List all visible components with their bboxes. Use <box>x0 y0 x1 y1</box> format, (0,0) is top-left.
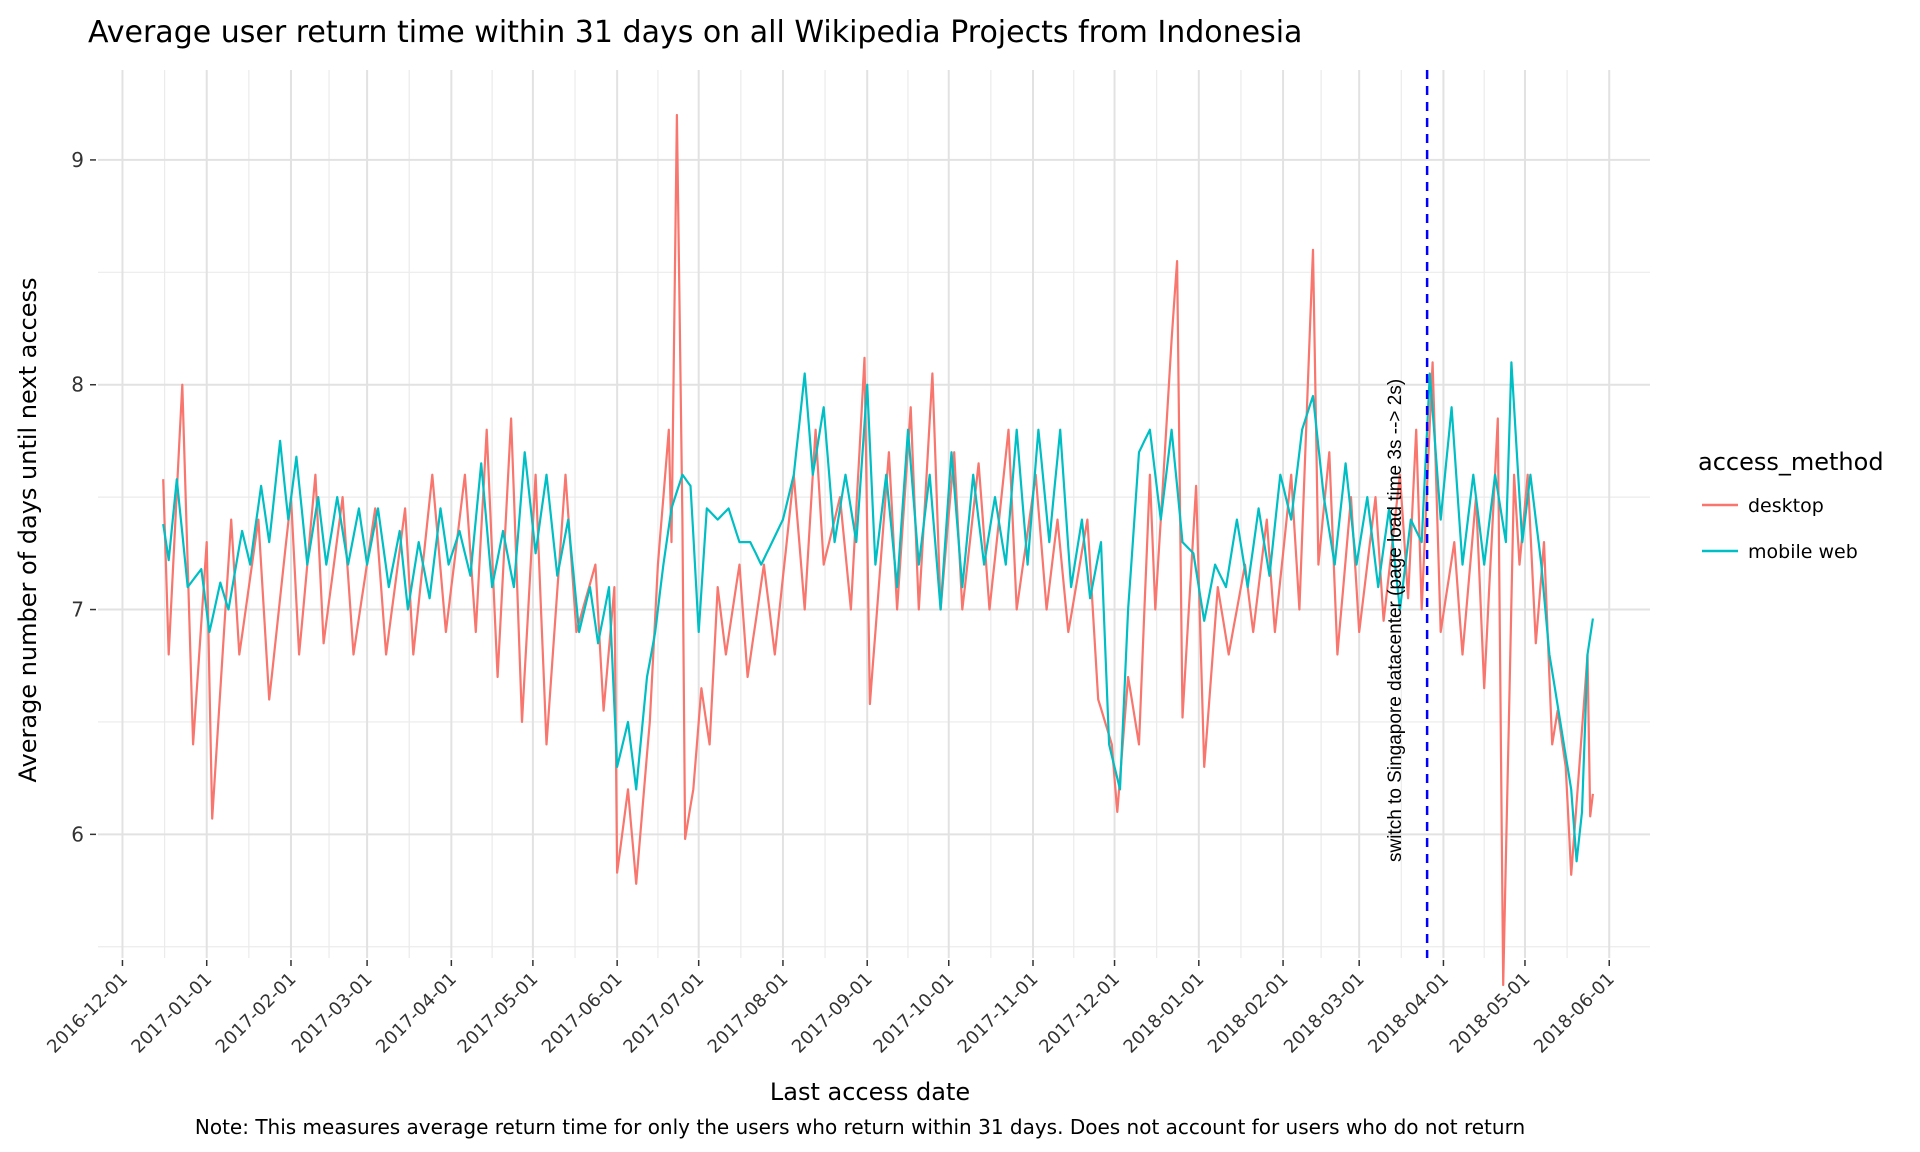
chart-title: Average user return time within 31 days … <box>88 15 1302 50</box>
x-tick-label: 2017-08-01 <box>704 969 793 1058</box>
x-tick-label: 2018-03-01 <box>1280 969 1369 1058</box>
x-tick-label: 2018-04-01 <box>1364 969 1453 1058</box>
y-tick-label: 7 <box>71 598 84 622</box>
legend: access_method desktop mobile web <box>1698 448 1884 563</box>
x-tick-label: 2017-10-01 <box>869 969 958 1058</box>
datacenter-switch-annotation: switch to Singapore datacenter (page loa… <box>1385 379 1406 862</box>
x-tick-label: 2017-12-01 <box>1035 969 1124 1058</box>
x-tick-label: 2018-02-01 <box>1204 969 1293 1058</box>
x-tick-label: 2017-09-01 <box>788 969 877 1058</box>
legend-label-mobile-web: mobile web <box>1748 541 1858 563</box>
x-tick-label: 2017-02-01 <box>212 969 301 1058</box>
x-tick-label: 2017-07-01 <box>619 969 708 1058</box>
x-tick-label: 2017-11-01 <box>954 969 1043 1058</box>
series-lines <box>162 113 1594 987</box>
y-tick-label: 8 <box>71 373 84 397</box>
x-axis-ticks: 2016-12-012017-01-012017-02-012017-03-01… <box>43 960 1619 1058</box>
legend-title: access_method <box>1698 448 1884 476</box>
y-axis-ticks: 6 7 8 9 <box>71 148 96 846</box>
legend-label-desktop: desktop <box>1748 495 1824 517</box>
y-axis-title: Average number of days until next access <box>14 278 42 783</box>
x-tick-label: 2017-03-01 <box>288 969 377 1058</box>
y-tick-label: 6 <box>71 822 84 846</box>
x-tick-label: 2018-06-01 <box>1530 969 1619 1058</box>
x-tick-label: 2018-05-01 <box>1446 969 1535 1058</box>
x-tick-label: 2017-01-01 <box>127 969 216 1058</box>
x-tick-label: 2018-01-01 <box>1120 969 1209 1058</box>
x-tick-label: 2016-12-01 <box>43 969 132 1058</box>
legend-item-desktop: desktop <box>1702 495 1824 517</box>
grid-major <box>98 70 1650 958</box>
x-tick-label: 2017-05-01 <box>454 969 543 1058</box>
plot-panel: switch to Singapore datacenter (page loa… <box>98 70 1650 987</box>
legend-item-mobile-web: mobile web <box>1702 541 1858 563</box>
x-tick-label: 2017-04-01 <box>372 969 461 1058</box>
x-axis-title: Last access date <box>770 1078 970 1106</box>
series-line-mobile-web <box>162 361 1594 863</box>
y-tick-label: 9 <box>71 148 84 172</box>
x-tick-label: 2017-06-01 <box>538 969 627 1058</box>
chart-caption: Note: This measures average return time … <box>195 1115 1525 1139</box>
